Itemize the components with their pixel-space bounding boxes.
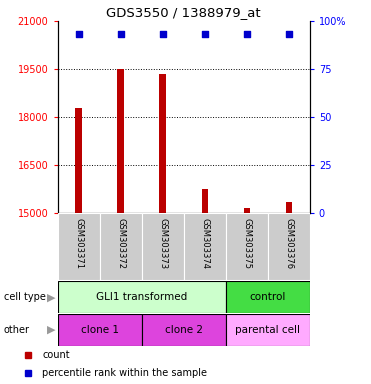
Bar: [75, 108, 82, 213]
Bar: [142, 213, 184, 280]
Text: ▶: ▶: [47, 325, 55, 335]
Bar: [201, 189, 208, 213]
Text: control: control: [250, 292, 286, 302]
Point: [160, 31, 165, 37]
Text: ▶: ▶: [47, 292, 55, 302]
Text: GSM303373: GSM303373: [158, 218, 167, 269]
Bar: [58, 213, 99, 280]
Text: other: other: [4, 325, 30, 335]
Text: count: count: [42, 350, 70, 360]
Text: GSM303372: GSM303372: [116, 218, 125, 269]
Point: [244, 31, 250, 37]
Title: GDS3550 / 1388979_at: GDS3550 / 1388979_at: [106, 5, 261, 18]
Bar: [58, 281, 226, 313]
Bar: [244, 208, 250, 213]
Point: [202, 31, 208, 37]
Text: GLI1 transformed: GLI1 transformed: [96, 292, 187, 302]
Text: percentile rank within the sample: percentile rank within the sample: [42, 368, 207, 378]
Text: GSM303371: GSM303371: [74, 218, 83, 269]
Point: [286, 31, 292, 37]
Bar: [118, 69, 124, 213]
Bar: [268, 213, 310, 280]
Bar: [226, 213, 268, 280]
Bar: [142, 314, 226, 346]
Bar: [160, 74, 166, 213]
Bar: [226, 281, 310, 313]
Text: clone 2: clone 2: [165, 325, 203, 335]
Bar: [226, 314, 310, 346]
Bar: [58, 314, 142, 346]
Point: [76, 31, 82, 37]
Point: [118, 31, 124, 37]
Bar: [99, 213, 142, 280]
Text: GSM303375: GSM303375: [242, 218, 251, 269]
Text: GSM303376: GSM303376: [284, 218, 293, 269]
Text: cell type: cell type: [4, 292, 46, 302]
Bar: [184, 213, 226, 280]
Text: clone 1: clone 1: [81, 325, 119, 335]
Text: GSM303374: GSM303374: [200, 218, 209, 269]
Bar: [286, 202, 292, 213]
Text: parental cell: parental cell: [235, 325, 300, 335]
